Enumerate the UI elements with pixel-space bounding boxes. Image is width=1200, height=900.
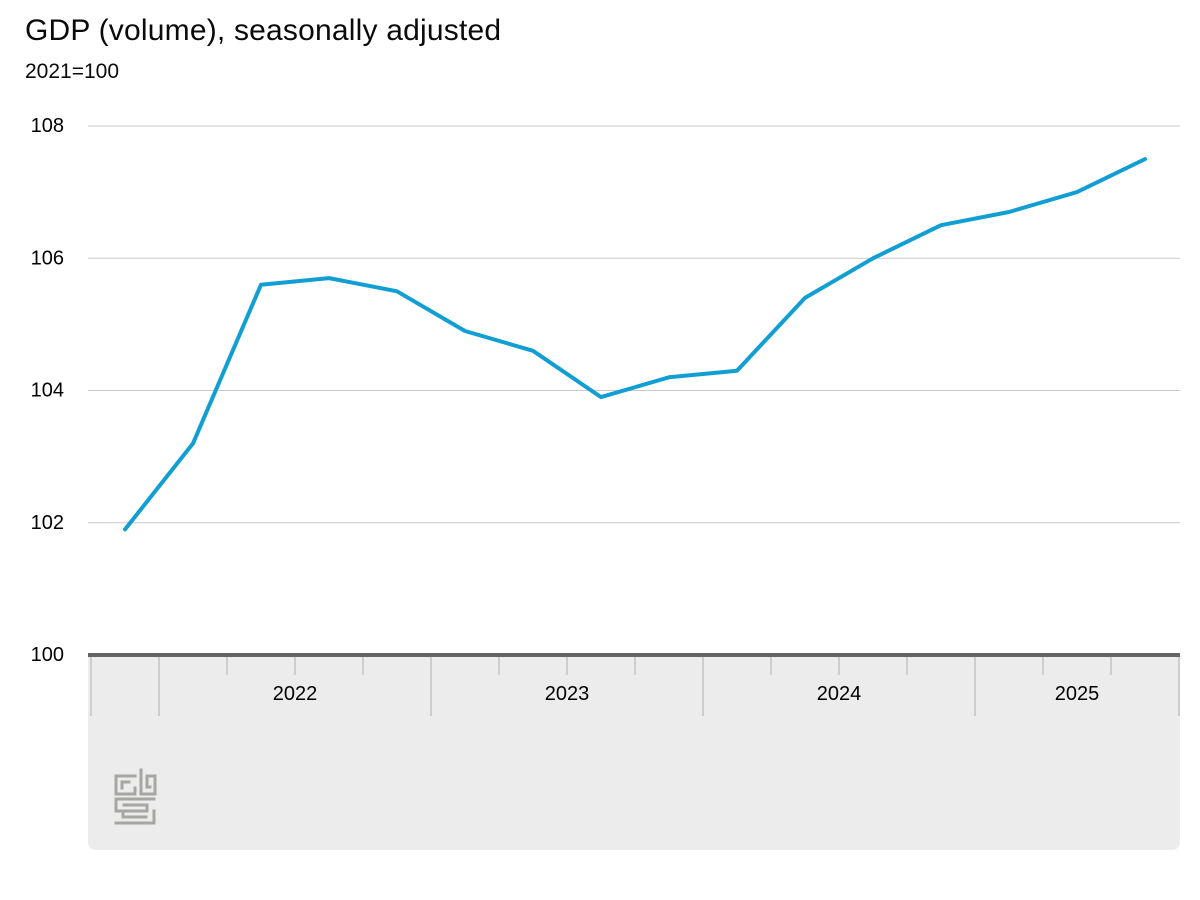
chart-title: GDP (volume), seasonally adjusted bbox=[25, 14, 502, 47]
y-tick-label: 100 bbox=[31, 644, 64, 666]
x-year-label: 2024 bbox=[817, 683, 862, 705]
y-tick-label: 108 bbox=[31, 115, 64, 137]
gdp-series-line bbox=[123, 157, 1147, 532]
cbs-logo bbox=[114, 768, 157, 825]
y-tick-label: 104 bbox=[31, 380, 64, 402]
x-axis-baseline bbox=[88, 653, 1180, 657]
chart-subtitle: 2021=100 bbox=[25, 60, 120, 83]
x-axis-panel bbox=[88, 653, 1180, 850]
cbs-logo-glyphs bbox=[114, 768, 157, 825]
y-tick-label: 102 bbox=[31, 512, 64, 534]
x-year-label: 2025 bbox=[1055, 683, 1100, 705]
y-tick-label: 106 bbox=[31, 247, 64, 269]
x-year-label: 2023 bbox=[545, 683, 590, 705]
x-year-label: 2022 bbox=[273, 683, 318, 705]
